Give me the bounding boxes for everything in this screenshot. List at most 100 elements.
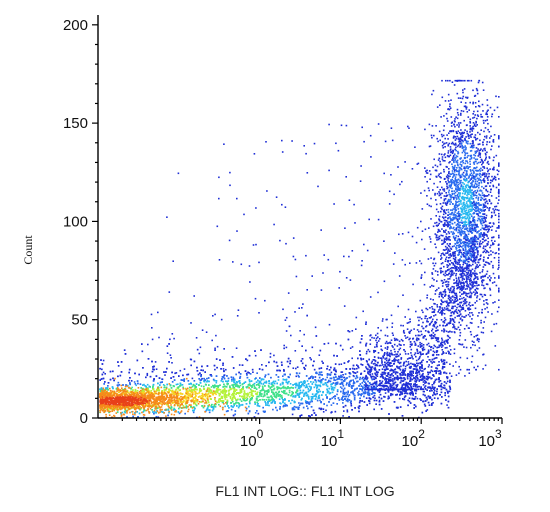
scatter-point — [335, 370, 337, 373]
scatter-point — [283, 392, 285, 394]
scatter-point — [363, 395, 365, 398]
scatter-point — [254, 403, 256, 405]
scatter-point — [190, 389, 193, 391]
scatter-point — [283, 379, 286, 381]
scatter-point — [231, 384, 233, 386]
scatter-point — [328, 379, 330, 382]
scatter-point — [300, 414, 303, 416]
scatter-point — [395, 394, 397, 396]
scatter-point — [394, 377, 396, 380]
scatter-point — [311, 395, 314, 398]
scatter-point — [261, 378, 263, 380]
scatter-point — [268, 385, 270, 388]
scatter-point — [244, 381, 247, 383]
scatter-point — [298, 392, 301, 395]
scatter-point — [341, 397, 343, 399]
scatter-point — [423, 386, 426, 388]
scatter-point — [438, 385, 440, 387]
scatter-point — [194, 402, 196, 404]
scatter-point — [353, 397, 356, 399]
scatter-point — [258, 368, 261, 370]
scatter-point — [216, 401, 218, 404]
scatter-point — [336, 403, 338, 405]
scatter-point — [218, 394, 221, 397]
scatter-point — [422, 349, 424, 352]
scatter-point — [265, 399, 268, 401]
scatter-point — [349, 368, 351, 370]
scatter-point — [200, 379, 202, 381]
scatter-point — [190, 391, 193, 394]
scatter-point — [415, 390, 418, 392]
scatter-point — [233, 392, 235, 394]
scatter-point — [404, 368, 407, 370]
scatter-point — [228, 407, 230, 409]
scatter-point — [207, 401, 210, 404]
scatter-point — [265, 365, 267, 367]
scatter-point — [153, 412, 155, 415]
scatter-point — [431, 398, 433, 401]
scatter-point — [354, 407, 356, 409]
scatter-point — [231, 356, 234, 358]
scatter-point — [136, 405, 138, 408]
scatter-point — [368, 400, 371, 402]
scatter-point — [149, 391, 152, 394]
scatter-point — [323, 383, 325, 386]
scatter-point — [192, 383, 195, 386]
scatter-point — [214, 349, 216, 351]
scatter-point — [358, 410, 360, 413]
scatter-point — [384, 378, 386, 381]
scatter-point — [338, 363, 340, 366]
scatter-point — [163, 389, 166, 391]
scatter-point — [314, 383, 317, 386]
scatter-point — [99, 404, 101, 407]
scatter-point — [342, 392, 344, 395]
scatter-point — [413, 383, 415, 386]
scatter-point — [300, 399, 303, 401]
scatter-point — [318, 407, 321, 410]
scatter-point — [404, 395, 407, 397]
scatter-point — [172, 393, 174, 395]
scatter-point — [411, 363, 414, 365]
scatter-point — [238, 404, 241, 406]
scatter-point — [381, 368, 384, 370]
scatter-point — [259, 377, 261, 379]
scatter-point — [243, 392, 246, 394]
scatter-point — [334, 397, 336, 400]
scatter-point — [272, 398, 274, 400]
scatter-point — [385, 375, 388, 377]
scatter-point — [175, 388, 177, 391]
scatter-point — [141, 399, 143, 402]
scatter-point — [357, 406, 360, 409]
scatter-point — [292, 387, 294, 389]
scatter-point — [296, 392, 299, 395]
scatter-point — [252, 390, 254, 392]
scatter-point — [111, 386, 114, 388]
scatter-point — [213, 364, 216, 367]
scatter-point — [305, 349, 307, 352]
scatter-point — [229, 385, 231, 387]
scatter-point — [161, 393, 164, 396]
scatter-point — [361, 364, 364, 366]
scatter-point — [384, 361, 386, 364]
scatter-point — [248, 396, 251, 398]
scatter-point — [412, 372, 414, 374]
scatter-point — [183, 400, 185, 402]
scatter-point — [270, 402, 273, 404]
scatter-point — [225, 401, 228, 403]
scatter-point — [291, 408, 294, 411]
scatter-point — [169, 384, 172, 387]
scatter-point — [168, 411, 170, 414]
scatter-point — [231, 392, 234, 395]
scatter-point — [371, 366, 374, 368]
scatter-point — [364, 391, 367, 393]
scatter-point — [380, 408, 383, 410]
scatter-point — [209, 398, 212, 400]
scatter-point — [365, 323, 367, 325]
scatter-point — [348, 375, 351, 378]
scatter-point — [427, 395, 430, 397]
scatter-point — [204, 383, 207, 386]
scatter-point — [384, 392, 387, 394]
scatter-point — [232, 400, 234, 403]
scatter-point — [334, 369, 337, 371]
scatter-point — [238, 405, 241, 407]
